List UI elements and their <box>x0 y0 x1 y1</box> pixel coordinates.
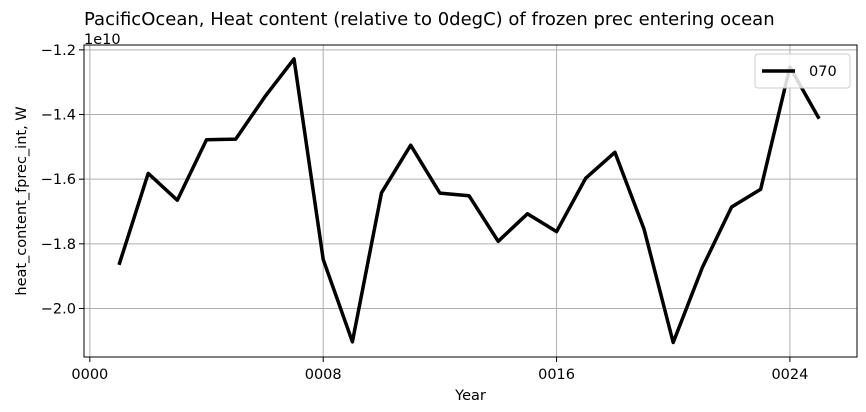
y-tick-label: −1.8 <box>41 237 76 253</box>
y-tick-label: −1.4 <box>41 108 76 124</box>
legend-label: 070 <box>809 64 837 80</box>
series-layer <box>117 57 821 345</box>
plot-frame <box>83 44 858 358</box>
x-tick-label: 0000 <box>71 367 108 383</box>
y-tick-label: −2.0 <box>41 302 76 318</box>
x-tick-label: 0024 <box>771 367 808 383</box>
y-axis-label: heat_content_fprec_int, W <box>14 106 30 295</box>
y-offset-label: 1e10 <box>84 32 121 48</box>
x-axis-label: Year <box>454 388 486 404</box>
y-tick-label: −1.6 <box>41 172 76 188</box>
chart-title: PacificOcean, Heat content (relative to … <box>84 9 775 30</box>
ticks: 0000 0008 0016 0024 −2.0 −1.8 −1.6 −1.4 −1.2 <box>41 43 809 383</box>
series-line-070 <box>117 57 821 345</box>
legend-box <box>754 53 851 89</box>
x-tick-label: 0016 <box>538 367 575 383</box>
grid <box>84 45 857 357</box>
y-tick-label: −1.2 <box>41 43 76 59</box>
legend: 070 <box>754 53 851 89</box>
x-tick-label: 0008 <box>305 367 342 383</box>
